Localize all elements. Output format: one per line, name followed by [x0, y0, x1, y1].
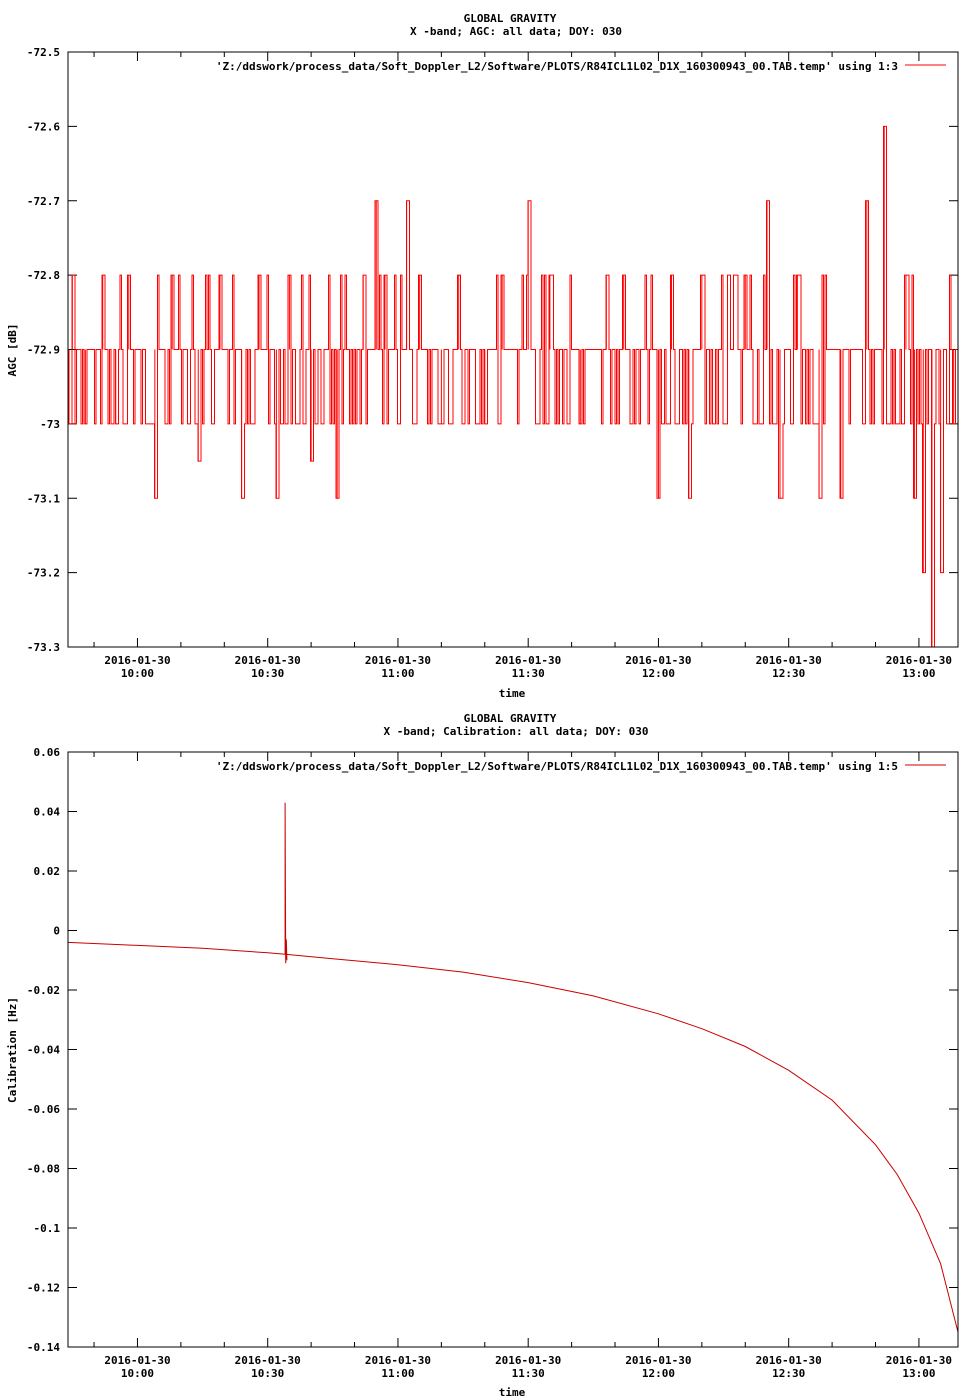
x-axis-label: time — [499, 687, 526, 700]
x-tick-date: 2016-01-30 — [495, 1354, 561, 1367]
x-tick-date: 2016-01-30 — [365, 1354, 431, 1367]
y-tick-label: -0.14 — [27, 1341, 60, 1354]
x-tick-time: 11:30 — [512, 1367, 545, 1380]
x-tick-time: 13:00 — [902, 667, 935, 680]
calibration-chart: GLOBAL GRAVITY X -band; Calibration: all… — [6, 712, 959, 1399]
y-tick-label: 0 — [53, 925, 60, 938]
x-tick-date: 2016-01-30 — [756, 654, 822, 667]
y-tick-label: -0.1 — [34, 1222, 61, 1235]
x-tick-time: 12:00 — [642, 667, 675, 680]
y-tick-label: -72.6 — [27, 120, 60, 133]
x-tick-date: 2016-01-30 — [886, 654, 952, 667]
y-tick-label: -0.06 — [27, 1103, 60, 1116]
calibration-series — [67, 802, 959, 1333]
y-tick-label: -0.12 — [27, 1282, 60, 1295]
y-tick-label: -73.2 — [27, 567, 60, 580]
y-tick-label: -72.9 — [27, 344, 60, 357]
x-tick-date: 2016-01-30 — [625, 654, 691, 667]
y-tick-label: 0.02 — [34, 865, 61, 878]
y-tick-label: 0.04 — [34, 806, 61, 819]
plot-frame — [67, 751, 959, 1348]
y-tick-label: -72.7 — [27, 195, 60, 208]
calibration-line — [67, 941, 959, 1333]
y-axis-label: AGC [dB] — [6, 324, 19, 377]
x-tick-date: 2016-01-30 — [495, 654, 561, 667]
y-tick-label: -0.02 — [27, 984, 60, 997]
x-tick-date: 2016-01-30 — [886, 1354, 952, 1367]
chart-title: GLOBAL GRAVITY — [464, 12, 557, 25]
y-tick-label: -73.3 — [27, 641, 60, 654]
legend-label: 'Z:/ddswork/process_data/Soft_Doppler_L2… — [216, 760, 898, 773]
x-tick-time: 10:30 — [251, 667, 284, 680]
y-ticks: -72.5 -72.6 -72.7 -72.8 -72.9 -73 -73.1 -73.2 -7… — [27, 46, 958, 654]
x-tick-date: 2016-01-30 — [365, 654, 431, 667]
y-tick-label: -72.8 — [27, 269, 60, 282]
x-tick-date: 2016-01-30 — [235, 654, 301, 667]
agc-line — [68, 125, 957, 648]
chart-subtitle: X -band; AGC: all data; DOY: 030 — [410, 25, 622, 38]
calibration-spike — [284, 802, 288, 964]
y-ticks: 0.06 0.04 0.02 0 -0.02 -0.04 -0.06 -0.08 -0.1 -0.… — [27, 746, 958, 1354]
y-tick-label: -73 — [40, 418, 60, 431]
y-axis-label: Calibration [Hz] — [6, 997, 19, 1103]
x-ticks: 2016-01-3010:002016-01-3010:302016-01-30… — [93, 52, 952, 680]
y-tick-label: -0.08 — [27, 1163, 60, 1176]
x-tick-time: 10:00 — [121, 1367, 154, 1380]
x-tick-date: 2016-01-30 — [756, 1354, 822, 1367]
x-tick-time: 10:30 — [251, 1367, 284, 1380]
plot-frame — [67, 51, 959, 648]
x-tick-time: 13:00 — [902, 1367, 935, 1380]
x-tick-time: 10:00 — [121, 667, 154, 680]
x-ticks: 2016-01-3010:002016-01-3010:302016-01-30… — [93, 752, 952, 1380]
y-tick-label: 0.06 — [34, 746, 61, 759]
legend-label: 'Z:/ddswork/process_data/Soft_Doppler_L2… — [216, 60, 898, 73]
y-tick-label: -73.1 — [27, 492, 60, 505]
agc-series — [68, 125, 957, 648]
y-tick-label: -0.04 — [27, 1044, 60, 1057]
x-tick-date: 2016-01-30 — [235, 1354, 301, 1367]
x-tick-time: 12:30 — [772, 667, 805, 680]
x-tick-time: 11:30 — [512, 667, 545, 680]
x-tick-date: 2016-01-30 — [625, 1354, 691, 1367]
x-tick-time: 11:00 — [381, 667, 414, 680]
chart-title: GLOBAL GRAVITY — [464, 712, 557, 725]
x-axis-label: time — [499, 1386, 526, 1399]
agc-chart: GLOBAL GRAVITY X -band; AGC: all data; D… — [6, 12, 959, 700]
x-tick-date: 2016-01-30 — [104, 1354, 170, 1367]
x-tick-time: 12:30 — [772, 1367, 805, 1380]
x-tick-time: 11:00 — [381, 1367, 414, 1380]
x-tick-time: 12:00 — [642, 1367, 675, 1380]
x-tick-date: 2016-01-30 — [104, 654, 170, 667]
y-tick-label: -72.5 — [27, 46, 60, 59]
chart-subtitle: X -band; Calibration: all data; DOY: 030 — [384, 725, 649, 738]
